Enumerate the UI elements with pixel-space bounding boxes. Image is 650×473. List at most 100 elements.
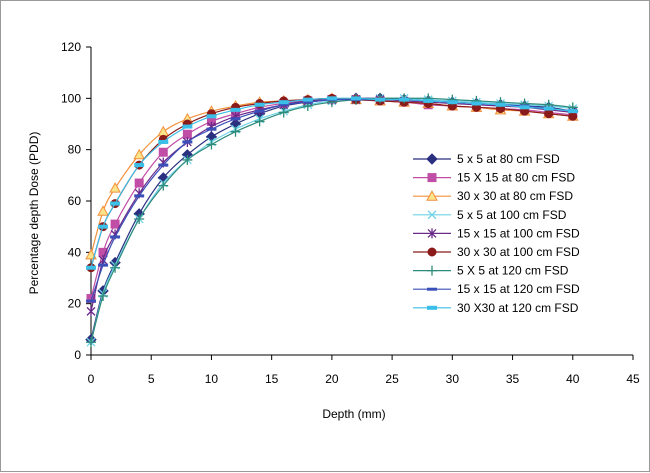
data-point	[158, 163, 169, 167]
data-point	[447, 100, 458, 105]
data-point	[254, 116, 265, 127]
data-point	[326, 96, 337, 101]
data-point	[302, 100, 313, 104]
data-point	[158, 180, 169, 191]
y-tick-label: 20	[68, 297, 82, 311]
legend-label: 30 X30 at 120 cm FSD	[457, 301, 579, 315]
data-point	[133, 148, 146, 160]
data-point	[110, 219, 120, 229]
legend-label: 5 x 5 at 80 cm FSD	[457, 152, 560, 166]
legend: 5 x 5 at 80 cm FSD 15 X 15 at 80 cm FSD 30…	[413, 152, 580, 315]
data-point	[157, 125, 170, 137]
data-point	[182, 124, 193, 129]
data-point	[110, 235, 121, 239]
series-line	[90, 98, 573, 312]
x-axis-title: Depth (mm)	[322, 407, 385, 421]
data-point	[182, 140, 193, 144]
data-point	[110, 262, 121, 273]
y-tick-label: 120	[61, 40, 81, 54]
data-point	[134, 163, 145, 168]
data-point	[182, 154, 193, 165]
x-tick-label: 45	[626, 372, 640, 386]
legend-item: 15 x 15 at 120 cm FSD	[413, 282, 580, 296]
data-point	[86, 337, 96, 348]
y-axis-title: Percentage depth Dose (PDD)	[27, 132, 41, 295]
data-point	[350, 96, 361, 101]
series-line	[90, 97, 573, 268]
y-tick-label: 100	[61, 91, 81, 105]
data-point	[567, 109, 578, 114]
data-point	[86, 306, 96, 317]
x-tick-label: 10	[205, 372, 219, 386]
data-point	[230, 117, 241, 121]
legend-item: 30 x 30 at 100 cm FSD	[413, 245, 580, 259]
data-point	[230, 126, 241, 137]
x-tick-label: 25	[385, 372, 399, 386]
legend-swatch-marker	[427, 287, 437, 291]
legend-item: 5 x 5 at 100 cm FSD	[413, 208, 567, 222]
data-point	[109, 182, 121, 193]
data-point	[98, 263, 109, 267]
data-point	[158, 147, 168, 157]
data-point	[375, 97, 386, 102]
data-point	[206, 139, 217, 150]
legend-swatch-marker	[426, 190, 438, 201]
legend-label: 30 x 30 at 100 cm FSD	[457, 245, 580, 259]
data-point	[230, 107, 241, 112]
y-tick-label: 60	[68, 194, 82, 208]
data-point	[543, 106, 554, 111]
legend-label: 15 X 15 at 80 cm FSD	[457, 171, 575, 185]
data-point	[399, 97, 410, 102]
data-point	[86, 265, 96, 270]
legend-swatch-marker	[427, 173, 437, 183]
legend-item: 15 x 15 at 100 cm FSD	[413, 226, 580, 240]
data-point	[568, 111, 578, 121]
x-tick-label: 0	[88, 372, 95, 386]
y-tick-label: 0	[74, 348, 81, 362]
data-point	[278, 107, 289, 118]
data-point	[206, 127, 217, 131]
data-point	[97, 205, 109, 216]
data-point	[86, 299, 96, 303]
series-9	[86, 96, 578, 270]
y-tick-label: 80	[68, 143, 82, 157]
legend-swatch-marker	[427, 305, 437, 310]
data-point	[495, 102, 506, 107]
x-tick-label: 15	[265, 372, 279, 386]
legend-label: 5 x 5 at 100 cm FSD	[457, 208, 567, 222]
x-tick-label: 5	[148, 372, 155, 386]
legend-label: 5 X 5 at 120 cm FSD	[457, 264, 569, 278]
legend-item: 15 X 15 at 80 cm FSD	[413, 171, 575, 185]
data-point	[206, 114, 217, 119]
data-point	[423, 98, 434, 103]
series-line	[90, 97, 573, 343]
data-point	[110, 201, 121, 206]
data-point	[471, 101, 482, 106]
data-point	[254, 102, 265, 107]
data-point	[134, 213, 145, 224]
data-point	[278, 103, 289, 107]
data-point	[544, 109, 554, 119]
legend-label: 15 x 15 at 100 cm FSD	[457, 226, 580, 240]
legend-swatch-marker	[427, 265, 437, 276]
legend-item: 5 x 5 at 80 cm FSD	[413, 152, 560, 166]
data-point	[254, 109, 265, 113]
legend-item: 30 X30 at 120 cm FSD	[413, 301, 579, 315]
legend-swatch-marker	[426, 153, 438, 165]
data-point	[519, 105, 530, 110]
legend-swatch-marker	[427, 247, 437, 257]
legend-item: 30 x 30 at 80 cm FSD	[413, 189, 573, 203]
y-tick-label: 40	[68, 245, 82, 259]
legend-label: 15 x 15 at 120 cm FSD	[457, 282, 580, 296]
legend-label: 30 x 30 at 80 cm FSD	[457, 189, 573, 203]
x-tick-label: 40	[566, 372, 580, 386]
x-tick-label: 30	[446, 372, 460, 386]
data-point	[134, 178, 144, 188]
x-tick-label: 20	[325, 372, 339, 386]
legend-item: 5 X 5 at 120 cm FSD	[413, 264, 569, 278]
data-point	[98, 224, 109, 229]
data-point	[302, 97, 313, 102]
data-point	[158, 139, 169, 144]
